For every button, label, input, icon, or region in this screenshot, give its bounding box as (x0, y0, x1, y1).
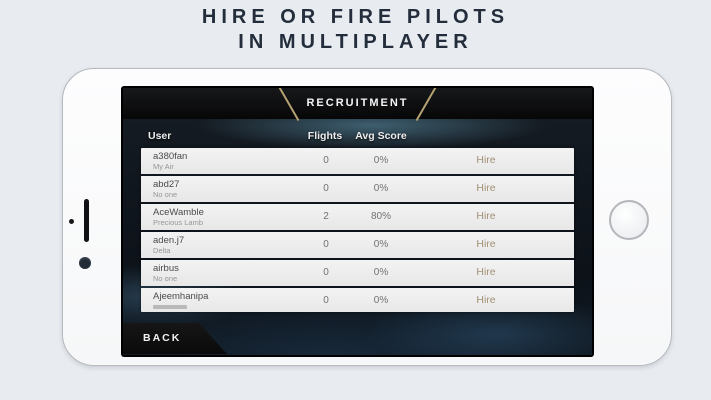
camera-sensor-icon (79, 257, 91, 269)
pilot-flights-value: 0 (323, 239, 329, 250)
back-button-label: BACK (143, 332, 182, 344)
pilot-avg-score-value: 80% (370, 211, 391, 222)
pilot-row: abd27 No one 0 0% Hire (141, 176, 574, 202)
pilot-avg-score-value: 0% (373, 239, 389, 250)
hire-button[interactable]: Hire (476, 266, 496, 278)
clipped-text-sliver (153, 305, 187, 309)
pilot-avg-score-value: 0% (373, 295, 389, 306)
pilot-row: Ajeemhanipa 0 0% Hire (141, 288, 574, 312)
game-viewport: RECRUITMENT User Flights Avg Score a380f… (123, 88, 592, 355)
pilot-username: a380fan (153, 151, 188, 162)
pilot-flights-value: 0 (323, 295, 329, 306)
pilot-row: aden.j7 Delta 0 0% Hire (141, 232, 574, 258)
promo-title: HIRE OR FIRE PILOTS IN MULTIPLAYER (0, 5, 711, 55)
screen-title: RECRUITMENT (306, 97, 409, 109)
pilot-flights-value: 0 (323, 183, 329, 194)
pilot-username: AceWamble (153, 207, 204, 218)
phone-screen: RECRUITMENT User Flights Avg Score a380f… (121, 86, 594, 357)
phone-mockup: RECRUITMENT User Flights Avg Score a380f… (62, 68, 672, 366)
front-camera-dot-icon (69, 219, 74, 224)
hire-button[interactable]: Hire (476, 154, 496, 166)
home-button[interactable] (609, 200, 649, 240)
pilot-flights-value: 0 (323, 155, 329, 166)
pilot-username: abd27 (153, 179, 180, 190)
recruitment-header-bar: RECRUITMENT (123, 88, 592, 121)
hire-button[interactable]: Hire (476, 238, 496, 250)
promo-title-line2: IN MULTIPLAYER (238, 31, 473, 53)
pilot-flights-value: 0 (323, 267, 329, 278)
earpiece-speaker-icon (84, 199, 89, 242)
pilot-row: airbus No one 0 0% Hire (141, 260, 574, 286)
pilot-row: AceWamble Precious Lamb 2 80% Hire (141, 204, 574, 230)
promo-title-line1: HIRE OR FIRE PILOTS (201, 6, 510, 28)
pilot-airline: My Air (153, 162, 174, 171)
pilot-avg-score-value: 0% (373, 183, 389, 194)
hire-button[interactable]: Hire (476, 210, 496, 222)
pilot-airline: No one (153, 274, 178, 283)
hire-button[interactable]: Hire (476, 182, 496, 194)
column-header-flights: Flights (307, 130, 343, 142)
pilot-row: a380fan My Air 0 0% Hire (141, 148, 574, 174)
pilot-airline: No one (153, 190, 178, 199)
hire-button[interactable]: Hire (476, 294, 496, 306)
pilot-username: airbus (153, 263, 179, 274)
pilot-username: aden.j7 (153, 235, 185, 246)
pilot-flights-value: 2 (323, 211, 329, 222)
column-header-avg-score: Avg Score (355, 130, 407, 142)
pilot-table: a380fan My Air 0 0% Hire abd27 No one 0 … (141, 148, 574, 312)
table-column-headers: User Flights Avg Score (123, 129, 592, 145)
column-header-user: User (148, 130, 172, 142)
pilot-username: Ajeemhanipa (153, 291, 209, 302)
pilot-airline: Precious Lamb (153, 218, 204, 227)
pilot-airline: Delta (153, 246, 171, 255)
pilot-avg-score-value: 0% (373, 155, 389, 166)
pilot-avg-score-value: 0% (373, 267, 389, 278)
